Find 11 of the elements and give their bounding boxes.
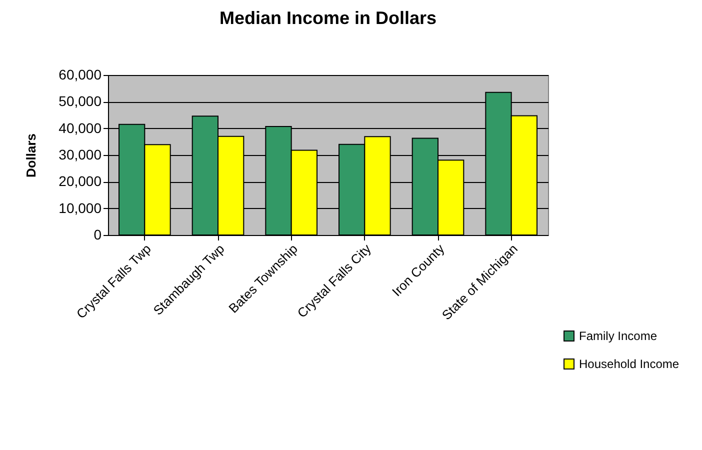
y-axis-title: Dollars <box>24 133 39 178</box>
legend-label: Family Income <box>579 329 658 343</box>
y-tick-label: 50,000 <box>58 93 102 110</box>
y-tick-label: 20,000 <box>58 173 102 190</box>
y-tick-label: 60,000 <box>58 66 102 82</box>
y-tick-label: 10,000 <box>58 200 102 216</box>
y-tick-label: 40,000 <box>58 120 102 136</box>
chart-title: Median Income in Dollars <box>219 8 437 28</box>
y-tick-label: 30,000 <box>58 146 102 162</box>
y-tick-label: 0 <box>94 226 102 242</box>
legend-label: Household Income <box>579 357 680 371</box>
